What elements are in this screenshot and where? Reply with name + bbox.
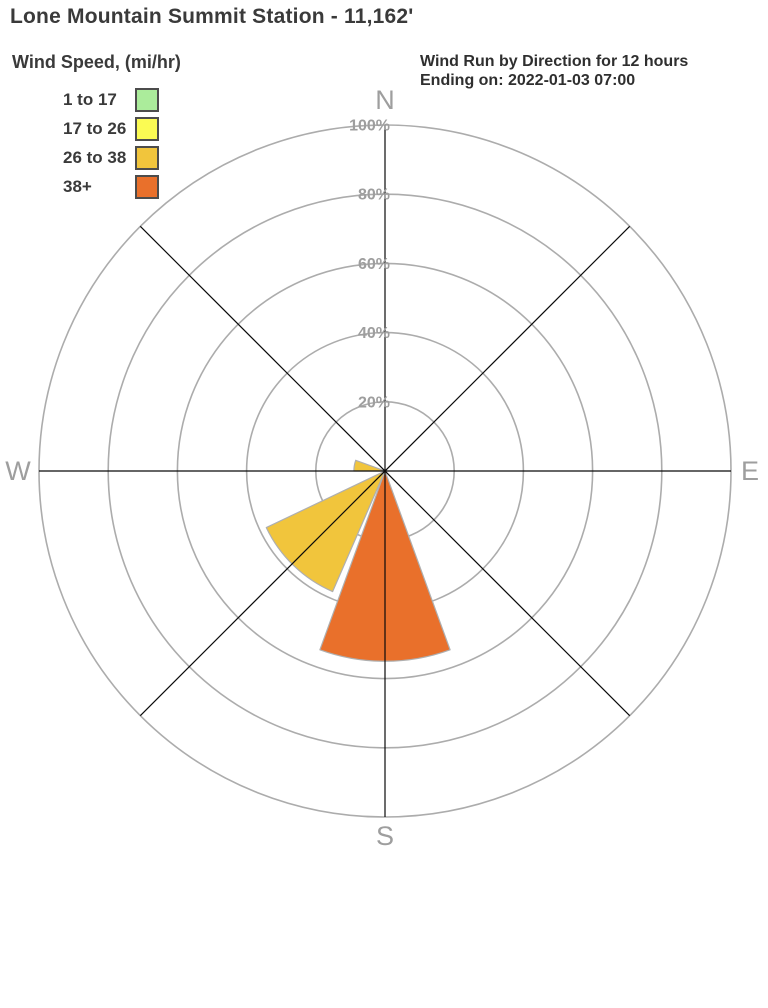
radial-tick-label-40: 40% [358, 325, 390, 342]
legend-row-1: 17 to 26 [0, 117, 159, 141]
radial-tick-label-60: 60% [358, 256, 390, 273]
legend-label: 26 to 38 [63, 148, 127, 167]
chart-subtitle-line1: Wind Run by Direction for 12 hours [420, 53, 689, 70]
chart-subtitle-line2: Ending on: 2022-01-03 07:00 [420, 72, 636, 89]
legend-swatch-icon [135, 175, 159, 199]
legend-swatch-icon [135, 117, 159, 141]
axis-spoke-135 [139, 225, 631, 717]
legend-row-3: 38+ [0, 175, 159, 199]
legend-row-0: 1 to 17 [0, 88, 159, 112]
legend-label: 38+ [63, 177, 92, 196]
legend-row-2: 26 to 38 [0, 146, 159, 170]
radial-tick-label-100: 100% [349, 118, 390, 135]
compass-label-n: N [375, 85, 395, 115]
radial-tick-label-20: 20% [358, 394, 390, 411]
legend-label: 17 to 26 [63, 119, 127, 138]
compass-label-w: W [5, 456, 31, 486]
compass-label-s: S [376, 821, 394, 851]
legend-swatch-icon [135, 146, 159, 170]
legend-title: Wind Speed, (mi/hr) [12, 52, 181, 72]
page-title: Lone Mountain Summit Station - 11,162' [10, 5, 414, 28]
chart-header: Wind Run by Direction for 12 hours Endin… [420, 52, 688, 90]
legend-swatch-icon [135, 88, 159, 112]
legend-items: 1 to 17 17 to 26 26 to 38 38+ [0, 88, 159, 204]
legend-label: 1 to 17 [63, 90, 117, 109]
radial-tick-label-80: 80% [358, 187, 390, 204]
compass-label-e: E [741, 456, 759, 486]
